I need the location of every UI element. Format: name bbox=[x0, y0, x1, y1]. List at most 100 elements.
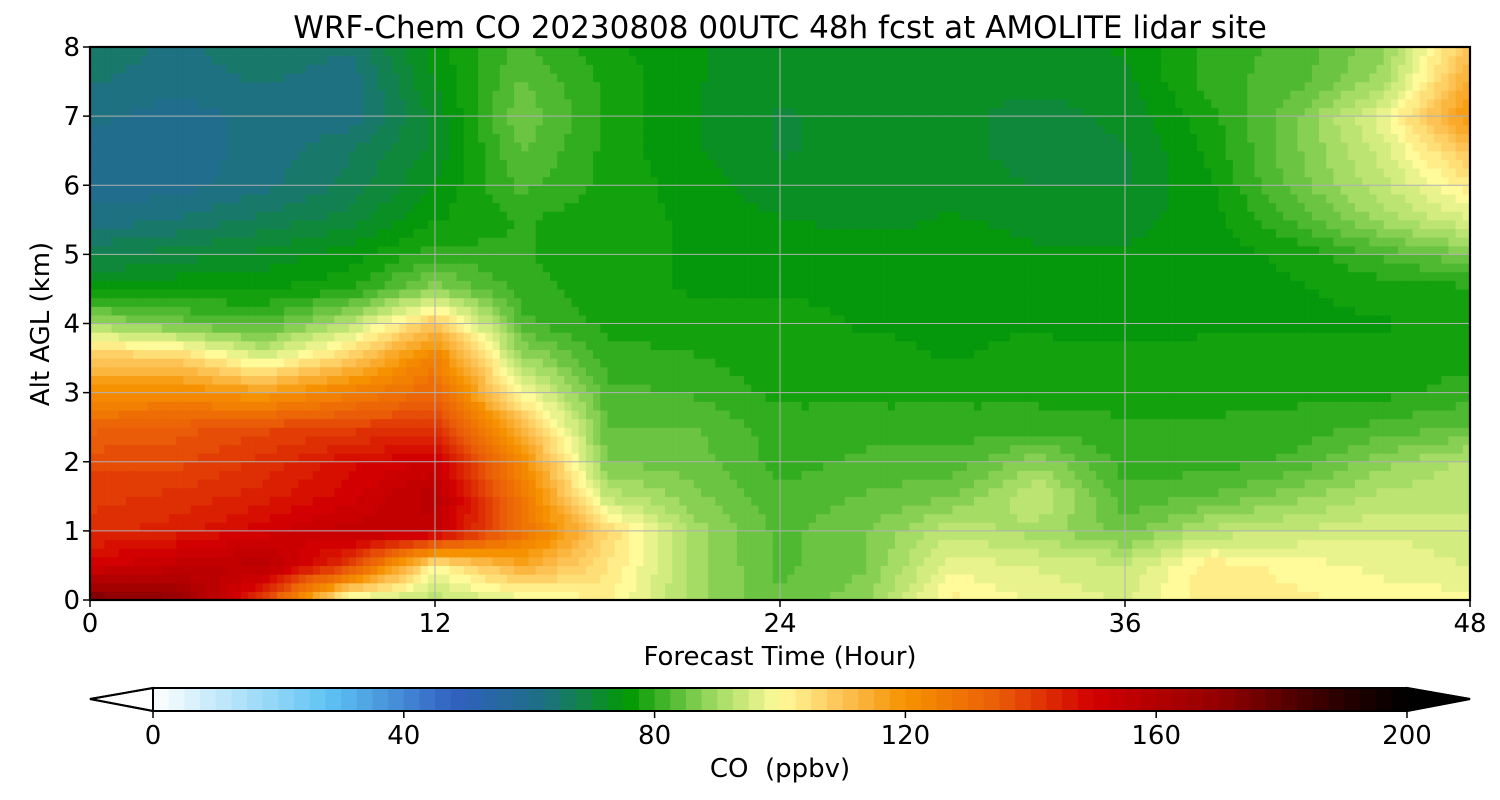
heatmap-cell bbox=[1168, 392, 1176, 402]
heatmap-cell bbox=[1297, 530, 1306, 541]
heatmap-cell bbox=[851, 435, 860, 446]
heatmap-cell bbox=[859, 513, 867, 523]
heatmap-cell bbox=[859, 401, 867, 411]
heatmap-cell bbox=[190, 470, 199, 480]
heatmap-cell bbox=[535, 522, 544, 532]
heatmap-cell bbox=[104, 522, 113, 532]
heatmap-cell bbox=[585, 496, 594, 506]
heatmap-cell bbox=[873, 539, 882, 549]
heatmap-cell bbox=[406, 496, 415, 506]
heatmap-cell bbox=[1319, 461, 1327, 471]
heatmap-cell bbox=[485, 487, 494, 497]
heatmap-cell bbox=[729, 401, 738, 411]
heatmap-cell bbox=[435, 548, 443, 558]
heatmap-cell bbox=[1398, 539, 1406, 549]
heatmap-cell bbox=[837, 487, 846, 497]
heatmap-cell bbox=[794, 565, 803, 575]
heatmap-cell bbox=[1053, 530, 1061, 541]
heatmap-cell bbox=[585, 383, 594, 394]
heatmap-cell bbox=[1448, 375, 1457, 385]
heatmap-cell bbox=[1412, 522, 1421, 532]
heatmap-cell bbox=[866, 401, 875, 411]
heatmap-cell bbox=[1275, 427, 1284, 437]
heatmap-cell bbox=[930, 479, 939, 489]
heatmap-cell bbox=[1347, 401, 1356, 411]
heatmap-cell bbox=[90, 556, 98, 567]
heatmap-cell bbox=[1275, 591, 1284, 600]
heatmap-cell bbox=[1218, 548, 1227, 558]
heatmap-cell bbox=[923, 444, 932, 454]
heatmap-cell bbox=[1182, 470, 1191, 480]
heatmap-cell bbox=[1089, 479, 1097, 489]
heatmap-cell bbox=[1110, 461, 1119, 471]
heatmap-cell bbox=[988, 470, 997, 480]
heatmap-cell bbox=[959, 401, 968, 411]
heatmap-cell bbox=[305, 392, 314, 402]
heatmap-cell bbox=[801, 530, 810, 541]
heatmap-cell bbox=[334, 479, 343, 489]
heatmap-cell bbox=[1369, 582, 1378, 592]
heatmap-cell bbox=[320, 409, 328, 420]
heatmap-cell bbox=[1290, 539, 1299, 549]
heatmap-cell bbox=[463, 375, 472, 385]
heatmap-cell bbox=[1139, 479, 1148, 489]
heatmap-cell bbox=[305, 574, 314, 584]
heatmap-cell bbox=[341, 444, 350, 454]
heatmap-cell bbox=[169, 392, 177, 402]
heatmap-cell bbox=[1067, 530, 1076, 541]
heatmap-cell bbox=[535, 375, 544, 385]
heatmap-cell bbox=[1426, 409, 1435, 420]
heatmap-cell bbox=[1304, 513, 1313, 523]
heatmap-cell bbox=[363, 522, 371, 532]
heatmap-cell bbox=[1390, 479, 1399, 489]
heatmap-cell bbox=[1204, 409, 1212, 420]
heatmap-cell bbox=[715, 444, 724, 454]
heatmap-cell bbox=[1290, 574, 1299, 584]
heatmap-cell bbox=[657, 556, 666, 567]
heatmap-cell bbox=[233, 582, 242, 592]
heatmap-cell bbox=[1398, 435, 1406, 446]
heatmap-cell bbox=[1326, 444, 1335, 454]
heatmap-cell bbox=[1218, 418, 1227, 428]
heatmap-cell bbox=[1017, 522, 1025, 532]
heatmap-cell bbox=[1010, 453, 1018, 463]
heatmap-cell bbox=[1304, 496, 1313, 506]
heatmap-cell bbox=[672, 487, 680, 497]
heatmap-cell bbox=[902, 427, 910, 437]
heatmap-cell bbox=[1204, 574, 1212, 584]
heatmap-cell bbox=[420, 591, 429, 600]
heatmap-cell bbox=[873, 409, 882, 420]
heatmap-cell bbox=[1132, 418, 1140, 428]
heatmap-cell bbox=[1168, 461, 1176, 471]
heatmap-cell bbox=[844, 453, 853, 463]
heatmap-cell bbox=[90, 548, 98, 558]
heatmap-cell bbox=[499, 530, 508, 541]
heatmap-cell bbox=[140, 582, 149, 592]
heatmap-cell bbox=[995, 487, 1004, 497]
heatmap-cell bbox=[1103, 427, 1112, 437]
heatmap-cell bbox=[1376, 375, 1385, 385]
heatmap-cell bbox=[700, 427, 709, 437]
heatmap-cell bbox=[240, 401, 249, 411]
heatmap-cell bbox=[377, 383, 386, 394]
heatmap-cell bbox=[909, 556, 918, 567]
heatmap-cell bbox=[1240, 461, 1248, 471]
heatmap-cell bbox=[729, 565, 738, 575]
heatmap-cell bbox=[916, 453, 925, 463]
heatmap-cell bbox=[959, 487, 968, 497]
heatmap-cell bbox=[1412, 582, 1421, 592]
heatmap-cell bbox=[593, 479, 601, 489]
heatmap-cell bbox=[269, 435, 278, 446]
heatmap-cell bbox=[1441, 487, 1450, 497]
heatmap-cell bbox=[492, 591, 501, 600]
heatmap-cell bbox=[1074, 479, 1083, 489]
heatmap-cell bbox=[808, 444, 817, 454]
heatmap-cell bbox=[787, 487, 795, 497]
heatmap-cell bbox=[1010, 383, 1018, 394]
heatmap-cell bbox=[930, 375, 939, 385]
heatmap-cell bbox=[147, 409, 156, 420]
heatmap-cell bbox=[1268, 539, 1277, 549]
heatmap-cell bbox=[348, 444, 357, 454]
heatmap-cell bbox=[808, 375, 817, 385]
heatmap-cell bbox=[988, 513, 997, 523]
